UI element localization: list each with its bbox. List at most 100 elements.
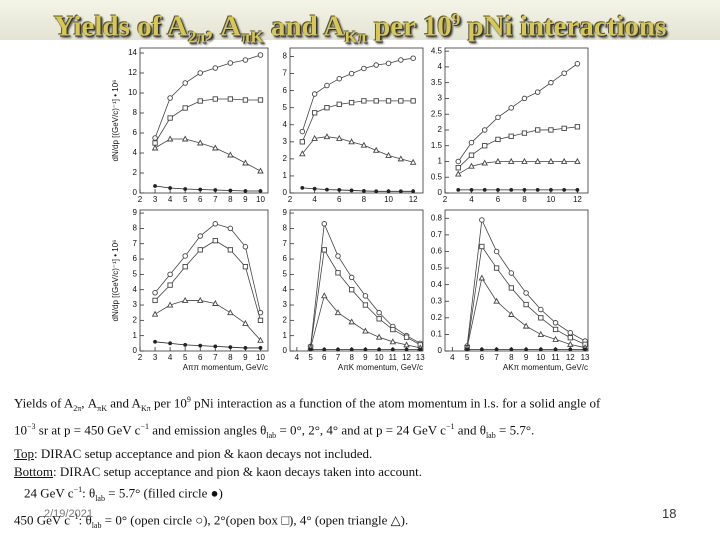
sup: −1	[73, 484, 83, 494]
marker-filled	[522, 187, 527, 192]
marker-circle	[212, 65, 219, 71]
marker-triangle	[360, 141, 368, 148]
text: and θ	[454, 422, 486, 438]
marker-circle	[523, 290, 529, 296]
marker-circle	[348, 70, 355, 77]
marker-filled	[349, 347, 354, 352]
marker-filled	[568, 347, 573, 352]
marker-triangle	[348, 138, 355, 145]
x-axis-label: AπK momentum, GeV/c	[338, 363, 423, 372]
marker-triangle	[403, 341, 410, 348]
y-tick-label: 3	[283, 300, 288, 309]
marker-square	[242, 264, 249, 270]
marker-filled	[494, 347, 499, 352]
y-tick-label: 4	[133, 285, 138, 294]
series-line	[458, 161, 578, 175]
marker-filled	[361, 189, 366, 193]
y-tick-label: 3	[438, 94, 443, 103]
x-tick-label: 11	[389, 353, 398, 362]
marker-circle	[227, 60, 234, 66]
marker-triangle	[389, 338, 397, 345]
y-tick-label: 6	[133, 128, 138, 137]
y-tick-label: 0	[283, 346, 288, 355]
marker-filled	[258, 346, 263, 350]
x-tick-label: 9	[524, 353, 529, 362]
marker-filled	[562, 187, 567, 192]
x-tick-label: 8	[228, 195, 233, 204]
marker-filled	[198, 343, 203, 348]
marker-square	[182, 105, 188, 111]
title-text: per 10	[366, 10, 452, 43]
y-tick-label: 6	[283, 254, 288, 263]
marker-triangle	[242, 159, 249, 166]
marker-filled	[482, 187, 487, 192]
y-tick-label: 0.7	[431, 230, 443, 239]
series-line	[302, 136, 414, 163]
marker-triangle	[257, 336, 264, 343]
text: Yields of A	[14, 395, 74, 411]
marker-square	[376, 316, 382, 322]
y-tick-label: 0.1	[431, 330, 443, 339]
marker-triangle	[481, 159, 488, 166]
y-tick-label: 6	[133, 254, 138, 263]
marker-circle	[362, 293, 369, 299]
marker-circle	[468, 139, 475, 146]
marker-filled	[363, 347, 368, 352]
marker-square	[493, 265, 500, 271]
x-tick-label: 12	[573, 195, 582, 204]
marker-circle	[552, 320, 559, 326]
marker-triangle	[385, 151, 392, 158]
marker-triangle	[323, 133, 331, 140]
marker-filled	[535, 187, 540, 192]
caption-line: 24 GeV c−1: θlab = 5.7° (filled circle ●…	[14, 481, 714, 508]
y-tick-label: 3	[283, 137, 288, 146]
x-tick-label: 12	[402, 353, 411, 362]
marker-filled	[312, 186, 317, 191]
series-line	[155, 185, 261, 192]
marker-filled	[538, 347, 543, 352]
sub: lab	[266, 430, 277, 440]
y-tick-label: 2	[438, 125, 443, 134]
marker-filled	[325, 187, 329, 192]
title-text: Yields of A	[53, 10, 188, 43]
text: and emission angles θ	[148, 422, 267, 438]
y-tick-label: 2	[283, 315, 288, 324]
marker-triangle	[151, 310, 159, 317]
marker-circle	[242, 244, 249, 250]
marker-circle	[455, 158, 461, 165]
marker-circle	[508, 270, 515, 276]
text: : θ	[78, 512, 92, 528]
plot-frame	[444, 209, 589, 352]
y-tick-label: 2	[283, 154, 288, 163]
marker-triangle	[321, 292, 328, 299]
marker-square	[348, 99, 355, 106]
x-tick-label: 6	[480, 353, 485, 362]
x-tick-label: 6	[496, 195, 501, 204]
x-tick-label: 10	[375, 353, 384, 362]
marker-filled	[509, 347, 514, 352]
marker-filled	[465, 347, 470, 352]
page-number: 18	[662, 506, 677, 521]
marker-circle	[521, 95, 528, 102]
marker-triangle	[227, 151, 234, 158]
marker-square	[349, 287, 355, 293]
x-tick-label: 10	[384, 195, 393, 204]
x-tick-label: 6	[198, 353, 203, 362]
marker-square	[385, 98, 392, 104]
text: 24 GeV c	[24, 485, 74, 501]
x-tick-label: 4	[168, 353, 173, 362]
marker-triangle	[508, 310, 515, 317]
marker-filled	[168, 341, 173, 346]
marker-triangle	[181, 135, 189, 142]
marker-filled	[456, 187, 461, 192]
marker-square	[321, 247, 327, 253]
marker-filled	[337, 188, 342, 192]
panel: 0 1 2 3 4 5 6 7 8 9 2 3 4 5 6 7 8 9 10 dN/dp [(GeV/c)⁻¹] • …	[111, 208, 269, 372]
sup: 9	[186, 395, 191, 404]
marker-square	[242, 97, 249, 103]
sub: πK	[97, 403, 107, 413]
marker-circle	[567, 330, 574, 336]
series-line	[154, 138, 261, 172]
marker-filled	[509, 187, 514, 192]
